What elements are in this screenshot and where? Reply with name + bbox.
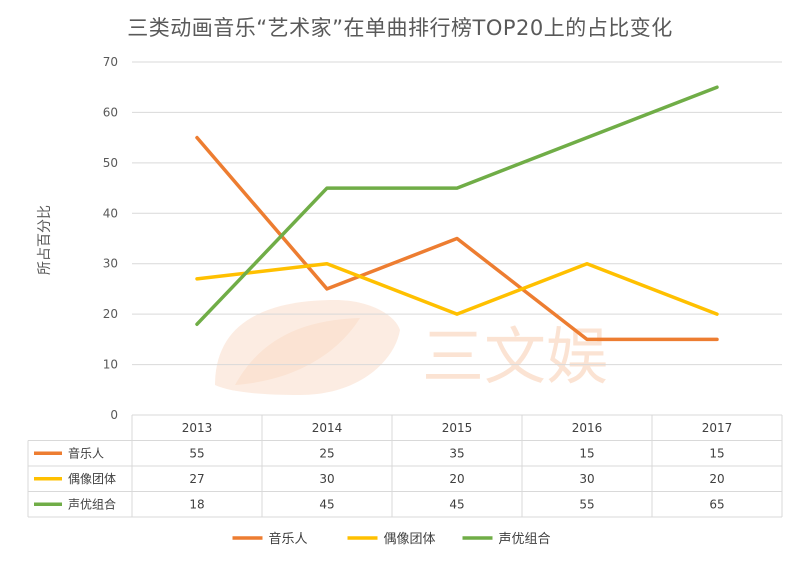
table-cell: 25 — [319, 446, 334, 460]
table-cell: 30 — [579, 472, 594, 486]
legend: 音乐人 偶像团体 声优组合 — [232, 531, 551, 547]
table-row-label: 偶像团体 — [68, 472, 116, 486]
table-cell: 15 — [579, 446, 594, 460]
data-table: 2013 2014 2015 2016 2017 音乐人 55 25 35 15 15 偶像团体 27 3… — [27, 414, 783, 518]
table-cell: 55 — [189, 446, 204, 460]
y-axis-ticks: 0 10 20 30 40 50 60 70 — [103, 55, 118, 422]
legend-label: 偶像团体 — [384, 532, 436, 547]
watermark-logo: 三文娱 — [215, 300, 608, 395]
series-line — [195, 261, 719, 316]
table-cell: 20 — [449, 472, 464, 486]
y-tick-label: 0 — [110, 408, 118, 422]
table-cell: 45 — [449, 497, 464, 511]
x-tick-label: 2015 — [442, 421, 473, 435]
table-cell: 55 — [579, 497, 594, 511]
y-tick-label: 20 — [103, 307, 118, 321]
table-cell: 18 — [189, 497, 204, 511]
y-tick-label: 50 — [103, 156, 118, 170]
table-cell: 20 — [709, 472, 724, 486]
series-line — [195, 135, 719, 342]
table-cell: 65 — [709, 497, 724, 511]
y-tick-label: 70 — [103, 55, 118, 69]
x-tick-label: 2013 — [182, 421, 213, 435]
table-cell: 27 — [189, 472, 204, 486]
y-tick-label: 40 — [103, 206, 118, 220]
table-row-label: 声优组合 — [68, 496, 116, 511]
watermark-leaf-inner — [235, 318, 360, 385]
x-tick-label: 2014 — [312, 421, 343, 435]
legend-label: 声优组合 — [499, 532, 551, 547]
y-tick-label: 30 — [103, 257, 118, 271]
legend-label: 音乐人 — [269, 531, 308, 547]
watermark-text: 三文娱 — [422, 320, 608, 393]
y-tick-label: 10 — [103, 358, 118, 372]
table-row-label: 音乐人 — [68, 445, 104, 460]
x-tick-label: 2016 — [572, 421, 603, 435]
table-cell: 15 — [709, 446, 724, 460]
series-lines — [195, 85, 719, 342]
watermark-leaf — [215, 300, 400, 395]
table-cell: 35 — [449, 446, 464, 460]
chart-title: 三类动画音乐“艺术家”在单曲排行榜TOP20上的占比变化 — [127, 16, 673, 40]
x-tick-label: 2017 — [702, 421, 733, 435]
y-tick-label: 60 — [103, 105, 118, 119]
series-line — [195, 85, 719, 326]
table-cell: 30 — [319, 472, 334, 486]
table-cell: 45 — [319, 497, 334, 511]
